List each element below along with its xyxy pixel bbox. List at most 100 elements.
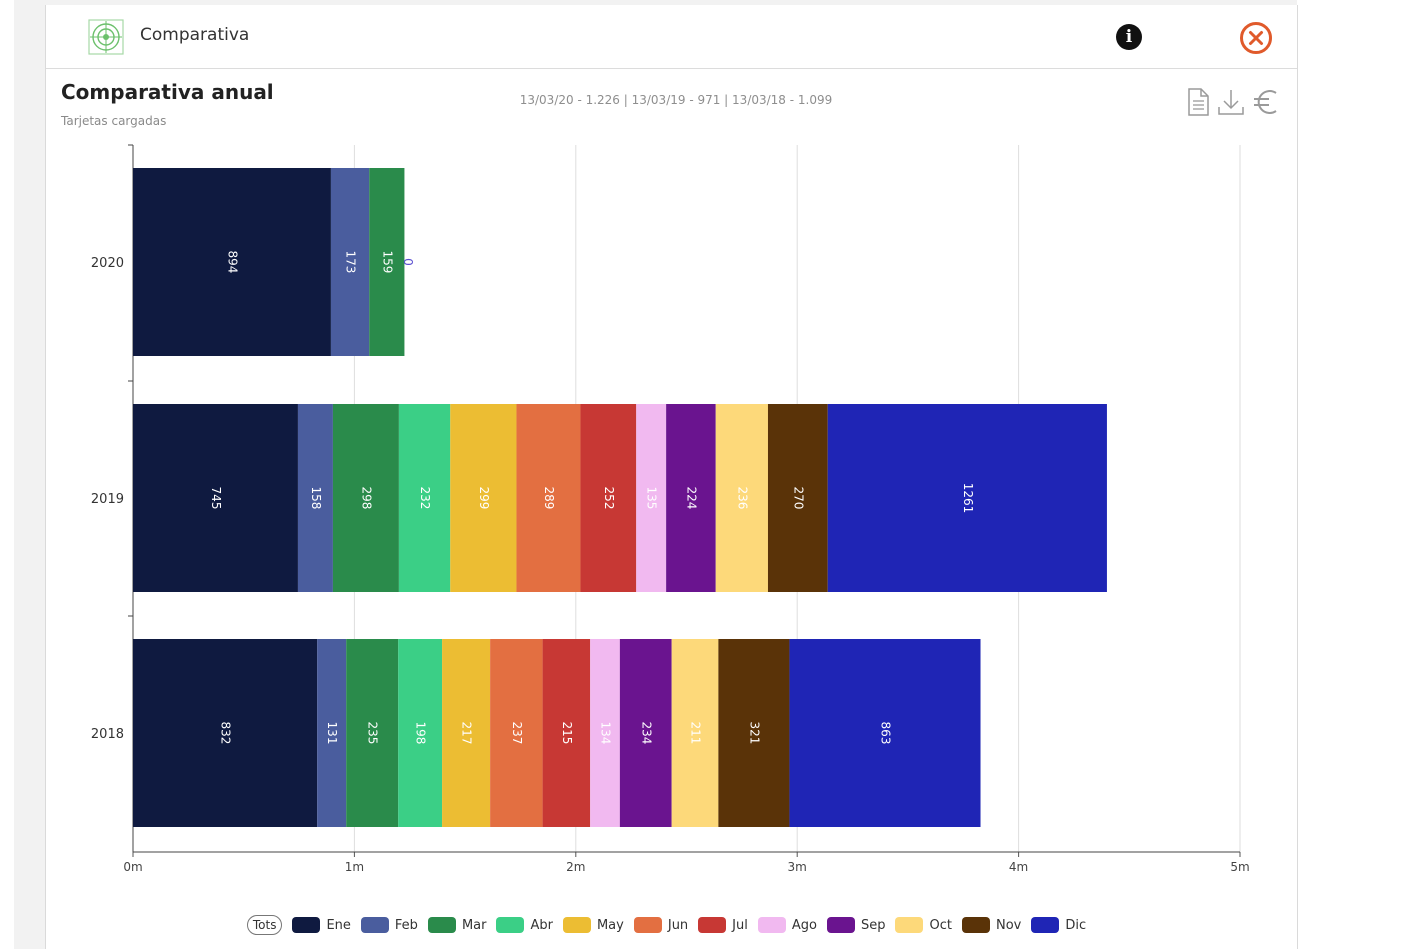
legend-swatch bbox=[562, 917, 591, 933]
legend-item[interactable]: Ene bbox=[292, 917, 351, 933]
y-category-label: 2020 bbox=[91, 256, 124, 271]
legend-swatch bbox=[826, 917, 855, 933]
bar-segment bbox=[590, 639, 620, 827]
bar-segment bbox=[718, 639, 790, 827]
info-icon[interactable]: i bbox=[1116, 24, 1142, 50]
legend-item[interactable]: May bbox=[562, 917, 624, 933]
legend-item[interactable]: Feb bbox=[360, 917, 418, 933]
legend-item[interactable]: Mar bbox=[427, 917, 487, 933]
close-circle-icon[interactable] bbox=[1239, 21, 1273, 55]
data-label: 270 bbox=[791, 487, 805, 510]
bar-segment bbox=[133, 404, 298, 592]
x-tick-label: 0m bbox=[123, 860, 142, 874]
legend-label: Sep bbox=[860, 917, 886, 933]
bar-segment bbox=[767, 404, 828, 592]
data-label: 745 bbox=[209, 487, 223, 510]
y-category-label: 2018 bbox=[91, 727, 124, 742]
legend-toggle-all[interactable]: Tots bbox=[246, 915, 283, 935]
legend-swatch bbox=[895, 917, 924, 933]
legend-swatch bbox=[292, 917, 321, 933]
bar-segment bbox=[330, 168, 370, 356]
data-label: 0 bbox=[401, 258, 415, 266]
data-label: 135 bbox=[645, 487, 659, 510]
legend-item[interactable]: Dic bbox=[1031, 917, 1086, 933]
bar-segment bbox=[827, 404, 1107, 592]
legend-label: Nov bbox=[995, 917, 1022, 933]
chart-subtitle: Tarjetas cargadas bbox=[61, 114, 167, 128]
data-label: 173 bbox=[344, 251, 358, 274]
y-category-label: 2019 bbox=[91, 492, 124, 507]
data-label: 1261 bbox=[961, 483, 975, 514]
legend-swatch bbox=[757, 917, 786, 933]
comparison-panel: Comparativa i Comparativa anual Tarjetas… bbox=[45, 5, 1298, 949]
legend-item[interactable]: Ago bbox=[757, 917, 817, 933]
data-label: 894 bbox=[225, 251, 239, 274]
x-tick-label: 3m bbox=[788, 860, 807, 874]
chart-title: Comparativa anual bbox=[61, 80, 274, 104]
legend-label: Dic bbox=[1065, 917, 1087, 933]
legend-label: Ene bbox=[326, 917, 351, 933]
panel-title: Comparativa bbox=[140, 25, 250, 45]
bar-segment bbox=[516, 404, 581, 592]
legend-swatch bbox=[1031, 917, 1060, 933]
bar-segment bbox=[580, 404, 637, 592]
chart-legend: Tots Ene Feb Mar Abr May Jun Jul Ago Sep Oct Nov Di… bbox=[46, 912, 1297, 938]
legend-label: Abr bbox=[530, 917, 553, 933]
bar-segment bbox=[398, 639, 443, 827]
bar-segment bbox=[398, 404, 451, 592]
legend-swatch bbox=[698, 917, 727, 933]
bar-segment bbox=[542, 639, 591, 827]
legend-label: Mar bbox=[461, 917, 487, 933]
legend-label: Feb bbox=[394, 917, 418, 933]
legend-swatch bbox=[427, 917, 456, 933]
legend-item[interactable]: Sep bbox=[826, 917, 886, 933]
bar-segment bbox=[369, 168, 405, 356]
right-pane bbox=[1297, 0, 1425, 949]
download-icon[interactable] bbox=[1216, 85, 1246, 119]
data-label: 234 bbox=[639, 722, 653, 745]
data-label: 215 bbox=[560, 722, 574, 745]
legend-item[interactable]: Jun bbox=[633, 917, 688, 933]
bar-segment bbox=[332, 404, 399, 592]
data-label: 321 bbox=[747, 722, 761, 745]
x-tick-label: 1m bbox=[345, 860, 364, 874]
legend-item[interactable]: Abr bbox=[496, 917, 553, 933]
bar-segment bbox=[346, 639, 399, 827]
target-logo-icon bbox=[88, 19, 124, 55]
data-label: 198 bbox=[414, 722, 428, 745]
data-label: 134 bbox=[599, 722, 613, 745]
data-label: 217 bbox=[460, 722, 474, 745]
bar-segment bbox=[671, 639, 719, 827]
data-label: 298 bbox=[359, 487, 373, 510]
legend-item[interactable]: Jul bbox=[698, 917, 748, 933]
data-label: 237 bbox=[510, 722, 524, 745]
data-label: 832 bbox=[219, 722, 233, 745]
euro-icon[interactable] bbox=[1251, 85, 1281, 119]
legend-item[interactable]: Oct bbox=[895, 917, 952, 933]
legend-item[interactable]: Nov bbox=[961, 917, 1022, 933]
bar-segment bbox=[133, 639, 318, 827]
legend-label: Oct bbox=[929, 917, 952, 933]
x-tick-label: 5m bbox=[1230, 860, 1249, 874]
data-label: 158 bbox=[309, 487, 323, 510]
data-label: 236 bbox=[735, 487, 749, 510]
bar-segment bbox=[619, 639, 672, 827]
left-margin bbox=[0, 0, 14, 949]
legend-swatch bbox=[961, 917, 990, 933]
data-label: 224 bbox=[684, 487, 698, 510]
legend-label: Jul bbox=[732, 917, 748, 933]
data-label: 252 bbox=[602, 487, 616, 510]
legend-swatch bbox=[360, 917, 389, 933]
data-label: 235 bbox=[366, 722, 380, 745]
bar-segment bbox=[490, 639, 543, 827]
legend-label: Ago bbox=[791, 917, 817, 933]
data-label: 299 bbox=[477, 487, 491, 510]
bar-segment bbox=[789, 639, 981, 827]
legend-swatch bbox=[633, 917, 662, 933]
data-label: 159 bbox=[380, 251, 394, 274]
bar-segment bbox=[133, 168, 331, 356]
panel-header: Comparativa i bbox=[46, 5, 1297, 69]
legend-label: May bbox=[596, 917, 624, 933]
data-label: 131 bbox=[325, 722, 339, 745]
document-icon[interactable] bbox=[1183, 85, 1213, 119]
